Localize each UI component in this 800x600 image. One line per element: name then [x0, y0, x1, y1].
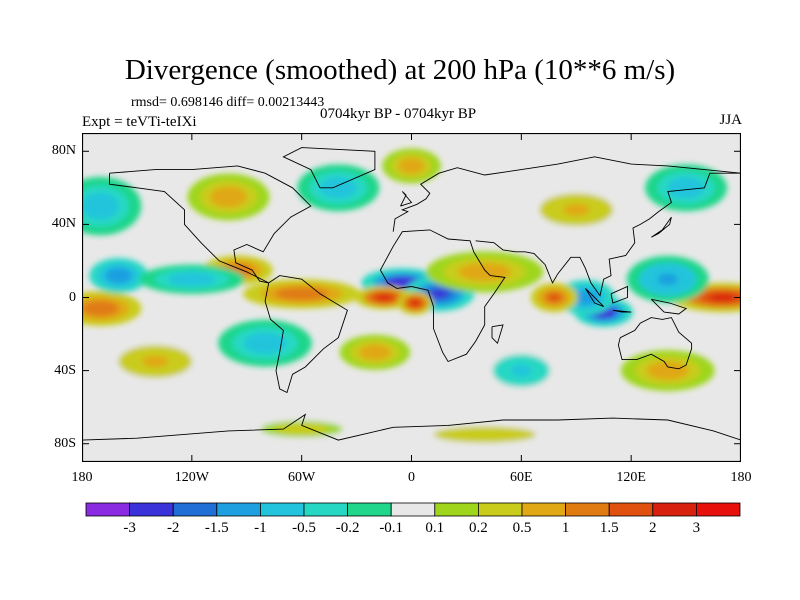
field-contour — [178, 275, 206, 283]
field-contour — [90, 198, 111, 214]
colorbar-box — [85, 502, 130, 517]
field-contour — [287, 290, 317, 298]
field-contour — [563, 203, 590, 216]
colorbar-level-label: 2 — [649, 520, 657, 536]
field-contour — [218, 191, 239, 203]
colorbar-level-label: -0.2 — [335, 520, 360, 536]
colorbar-box — [259, 502, 305, 517]
colorbar-level-label: 1 — [561, 520, 570, 536]
y-tick-label: 40S — [54, 362, 76, 378]
experiment-label: Expt = teVTi-teIXi — [82, 114, 197, 130]
colorbar-box — [390, 502, 436, 517]
field-contour — [328, 181, 349, 194]
field-contour — [366, 347, 384, 357]
season-label: JJA — [719, 112, 742, 128]
coastline — [82, 413, 741, 441]
coastline — [400, 191, 413, 207]
x-tick-label: 60W — [288, 470, 316, 485]
colorbar-level-label: 1.5 — [599, 520, 619, 536]
colorbar-box — [608, 502, 654, 517]
coastline — [612, 309, 632, 313]
coastline — [491, 324, 504, 345]
field-contour — [404, 161, 419, 171]
colorbar-box — [696, 502, 741, 517]
coastline — [610, 285, 628, 304]
y-tick-label: 80S — [54, 435, 76, 451]
x-tick-label: 180 — [730, 470, 752, 485]
coastlines — [82, 147, 741, 441]
divergence-map — [82, 133, 741, 462]
colorbar-level-label: 0.2 — [469, 520, 488, 536]
colorbar-level-label: -1 — [254, 520, 267, 536]
coastline — [109, 165, 312, 284]
field-contour — [376, 294, 392, 301]
plot-title: Divergence (smoothed) at 200 hPa (10**6 … — [124, 54, 676, 86]
field-contour — [466, 431, 504, 438]
field-contour — [675, 181, 697, 194]
field-contour — [392, 279, 413, 287]
coastline — [617, 317, 693, 370]
x-tick-label: 180 — [71, 470, 93, 485]
x-tick-label: 120E — [616, 470, 646, 485]
coastline — [392, 156, 741, 232]
field-contour — [142, 355, 169, 368]
coastline — [264, 275, 348, 394]
field-contour — [430, 289, 448, 299]
field-contour — [578, 293, 593, 302]
period-label: 0704kyr BP - 0704kyr BP — [320, 106, 477, 122]
colorbar-box — [347, 502, 392, 517]
colorbar-level-label: 3 — [692, 520, 701, 536]
y-tick-label: 40N — [51, 216, 76, 232]
colorbar-level-label: 0.1 — [425, 520, 445, 536]
field-contour — [709, 293, 736, 302]
y-tick-label: 0 — [69, 289, 76, 305]
field-contour — [287, 426, 317, 433]
rmsd-diff-stats: rmsd= 0.698146 diff= 0.00213443 — [131, 95, 325, 110]
colorbar-box — [129, 502, 174, 517]
field-contour — [657, 273, 679, 286]
colorbar-box — [652, 502, 697, 517]
colorbar-box — [434, 502, 479, 517]
coastline — [650, 298, 688, 315]
coastline — [380, 229, 506, 363]
colorbar-level-label: -0.1 — [379, 520, 404, 536]
field-contour — [90, 304, 111, 313]
colorbar-box — [565, 502, 610, 517]
field-contour — [111, 271, 126, 280]
colorbar-box — [477, 502, 523, 517]
coastline — [585, 288, 605, 308]
coastline — [651, 216, 672, 238]
colorbar-box — [521, 502, 566, 517]
colorbar-level-label: -3 — [123, 520, 136, 536]
coastline — [475, 172, 741, 297]
colorbar-level-label: -0.5 — [292, 520, 316, 536]
y-tick-label: 80N — [51, 143, 76, 159]
colorbar-level-label: -2 — [166, 520, 180, 536]
field-contour — [511, 364, 532, 377]
field-contour — [548, 293, 561, 302]
coastline — [282, 147, 376, 189]
colorbar-level-label: 0.5 — [512, 520, 532, 536]
colorbar-box — [216, 502, 261, 517]
colorbar-box — [303, 502, 348, 517]
field-contour — [410, 300, 420, 306]
field-layer — [82, 148, 741, 447]
field-contour — [470, 266, 500, 278]
colorbar-level-label: -1.5 — [204, 520, 229, 536]
x-tick-label: 120W — [174, 470, 209, 485]
field-contour — [253, 337, 277, 350]
x-tick-label: 0 — [408, 470, 415, 485]
colorbar-box — [172, 502, 218, 517]
x-tick-label: 60E — [510, 470, 533, 485]
